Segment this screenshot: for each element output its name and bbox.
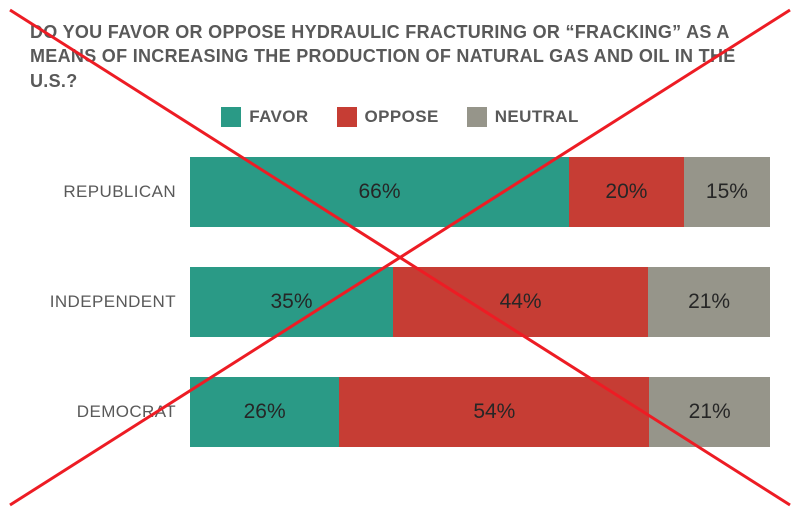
legend-item-favor: FAVOR [221,107,308,127]
legend-swatch-neutral [467,107,487,127]
legend: FAVOR OPPOSE NEUTRAL [30,107,770,127]
bar-row-republican: REPUBLICAN 66% 20% 15% [30,157,770,227]
legend-label-oppose: OPPOSE [365,107,439,127]
row-label-democrat: DEMOCRAT [30,402,190,422]
bar-row-democrat: DEMOCRAT 26% 54% 21% [30,377,770,447]
legend-item-oppose: OPPOSE [337,107,439,127]
chart-rows: REPUBLICAN 66% 20% 15% INDEPENDENT 35% 4… [30,157,770,447]
seg-republican-oppose: 20% [569,157,684,227]
seg-independent-neutral: 21% [648,267,770,337]
row-label-independent: INDEPENDENT [30,292,190,312]
seg-republican-neutral: 15% [684,157,770,227]
bar-independent: 35% 44% 21% [190,267,770,337]
seg-democrat-neutral: 21% [649,377,770,447]
seg-democrat-favor: 26% [190,377,339,447]
bar-row-independent: INDEPENDENT 35% 44% 21% [30,267,770,337]
legend-label-neutral: NEUTRAL [495,107,579,127]
chart-title: DO YOU FAVOR OR OPPOSE HYDRAULIC FRACTUR… [30,20,770,93]
legend-item-neutral: NEUTRAL [467,107,579,127]
bar-democrat: 26% 54% 21% [190,377,770,447]
bar-republican: 66% 20% 15% [190,157,770,227]
seg-democrat-oppose: 54% [339,377,649,447]
legend-label-favor: FAVOR [249,107,308,127]
row-label-republican: REPUBLICAN [30,182,190,202]
legend-swatch-favor [221,107,241,127]
legend-swatch-oppose [337,107,357,127]
seg-independent-favor: 35% [190,267,393,337]
seg-independent-oppose: 44% [393,267,648,337]
seg-republican-favor: 66% [190,157,569,227]
